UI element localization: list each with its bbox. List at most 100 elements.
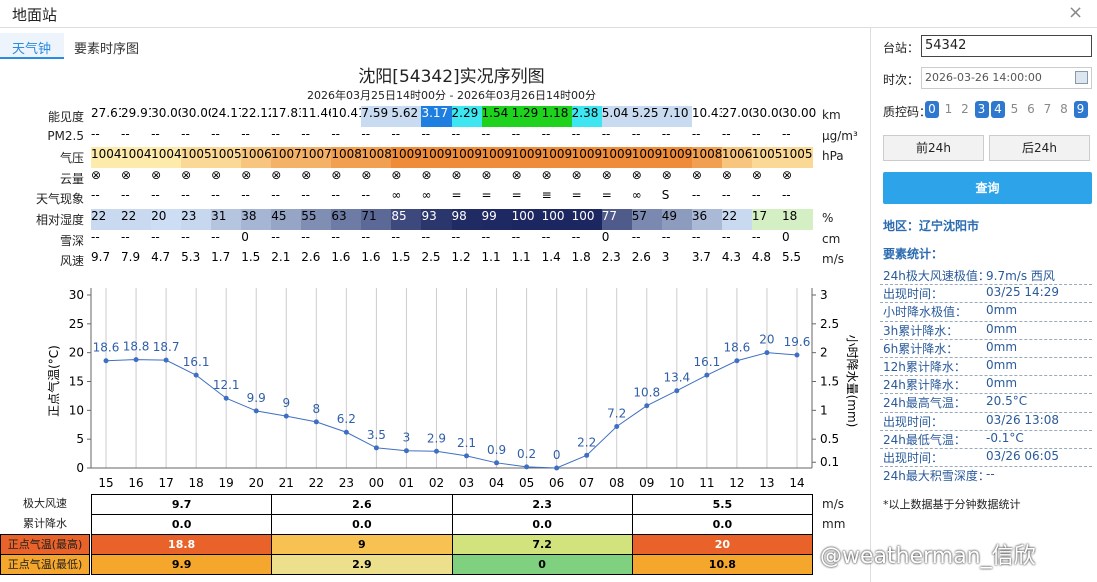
tab[interactable]: 要素时序图 <box>74 42 140 57</box>
table-cell: 98 <box>451 209 483 231</box>
separator <box>880 429 1092 431</box>
table-cell: -- <box>91 188 123 210</box>
stat-value: -0.1°C <box>986 430 1024 445</box>
chart-subtitle: 2026年03月25日14时00分 - 2026年03月26日14时00分 <box>307 89 596 102</box>
qc-code[interactable]: 1 <box>944 102 953 116</box>
stat-value: -- <box>986 467 995 482</box>
table-cell: -- <box>181 229 213 252</box>
input[interactable]: 54342 <box>921 35 1092 57</box>
table-cell: -- <box>421 229 453 252</box>
table-cell: S <box>661 188 693 210</box>
y2-tick-label: 1 <box>820 403 828 417</box>
table-cell: 1.6 <box>331 250 363 272</box>
query-button[interactable]: 查询 <box>883 172 1092 204</box>
data-label: 16.1 <box>693 355 720 369</box>
stat-label: 24h最大积雪深度： <box>883 469 990 484</box>
x-tick-label: 00 <box>369 476 384 490</box>
table-cell: -- <box>661 229 693 252</box>
separator <box>880 357 1092 358</box>
x-tick-label: 15 <box>98 476 113 490</box>
input[interactable]: 2026-03-26 14:00:00 <box>921 67 1092 89</box>
qc-code[interactable]: 0 <box>925 101 939 118</box>
summary-cell: 9.7 <box>91 494 273 515</box>
table-cell: 1009 <box>571 147 603 169</box>
qc-code[interactable]: 3 <box>974 101 989 118</box>
table-cell: 1006 <box>241 147 273 169</box>
y-axis-label: 正点气温(°C) <box>46 345 61 417</box>
button[interactable]: 后24h <box>989 135 1090 161</box>
table-cell: 5.62 <box>391 106 423 128</box>
table-cell: 1009 <box>391 147 423 169</box>
table-cell: 17.83 <box>271 106 306 128</box>
table-cell: -- <box>631 229 663 252</box>
table-cell: 1009 <box>511 147 543 169</box>
point <box>163 357 169 363</box>
point <box>283 413 289 419</box>
table-cell: -- <box>781 126 813 149</box>
table-cell: 11.46 <box>301 106 336 128</box>
summary-cell: 0.0 <box>91 514 273 535</box>
qc-code[interactable]: 9 <box>1073 101 1088 118</box>
region: 地区：辽宁沈阳市 <box>883 219 980 233</box>
summary-cell: 10.8 <box>631 554 813 575</box>
calendar-icon[interactable] <box>1075 71 1088 84</box>
qc-code[interactable]: 7 <box>1043 102 1052 116</box>
table-cell: 2.3 <box>601 250 633 272</box>
row-unit: hPa <box>822 149 844 164</box>
separator <box>880 302 1092 304</box>
data-label: 6.2 <box>337 412 356 426</box>
table-cell: 1.7 <box>211 250 243 272</box>
qc-code[interactable]: 4 <box>991 101 1005 118</box>
table-cell: ⊗ <box>751 167 783 190</box>
row-label: 天气现象 <box>35 192 84 207</box>
table-cell: 0 <box>601 229 633 252</box>
table-cell: -- <box>151 188 183 210</box>
button[interactable]: 前24h <box>883 135 984 161</box>
table-cell: = <box>481 188 513 210</box>
data-label: 9.9 <box>247 391 266 405</box>
table-cell: ⊗ <box>661 167 693 190</box>
table-cell: ⊗ <box>451 167 483 190</box>
table-cell: -- <box>691 229 723 252</box>
point <box>644 403 650 409</box>
data-label: 2.1 <box>457 436 476 450</box>
table-cell: -- <box>451 229 483 252</box>
table-cell: 1.4 <box>541 250 573 272</box>
table-cell: 1.6 <box>361 250 393 272</box>
point <box>584 452 590 458</box>
close-button[interactable]: × <box>1068 2 1084 23</box>
qc-code[interactable]: 6 <box>1027 102 1035 116</box>
qc-code[interactable]: 8 <box>1060 102 1068 116</box>
x-tick-label: 12 <box>729 476 744 490</box>
field-label: 台站： <box>883 41 920 55</box>
qc-code[interactable]: 2 <box>961 102 969 116</box>
tab[interactable]: 天气钟 <box>12 42 52 57</box>
table-cell: 1009 <box>451 147 483 169</box>
separator <box>880 375 1092 377</box>
summary-cell: 9.9 <box>91 554 273 575</box>
table-cell: 20 <box>151 209 183 231</box>
summary-cell: 5.5 <box>631 494 813 515</box>
row-label: 累计降水 <box>23 517 67 530</box>
table-cell: 2.38 <box>571 106 603 128</box>
qc-code[interactable]: 5 <box>1010 102 1019 116</box>
x-tick-label: 02 <box>429 476 444 490</box>
table-cell: -- <box>331 126 363 149</box>
y-tick-label: 25 <box>69 317 84 331</box>
summary-cell: 0 <box>451 554 633 575</box>
separator <box>880 466 1092 468</box>
point <box>343 429 349 435</box>
x-tick-label: 01 <box>399 476 414 490</box>
stat-label: 24h累计降水： <box>883 378 966 393</box>
table-cell: 22.12 <box>241 106 276 128</box>
tab-bg <box>0 33 64 59</box>
table-cell: 10.43 <box>691 106 726 128</box>
table-cell: 9.7 <box>91 250 123 272</box>
x-tick-label: 09 <box>639 476 654 490</box>
table-cell: 4.8 <box>751 250 783 272</box>
point <box>464 453 470 459</box>
table-cell: 5.5 <box>781 250 813 272</box>
table-cell: 24.17 <box>211 106 246 128</box>
